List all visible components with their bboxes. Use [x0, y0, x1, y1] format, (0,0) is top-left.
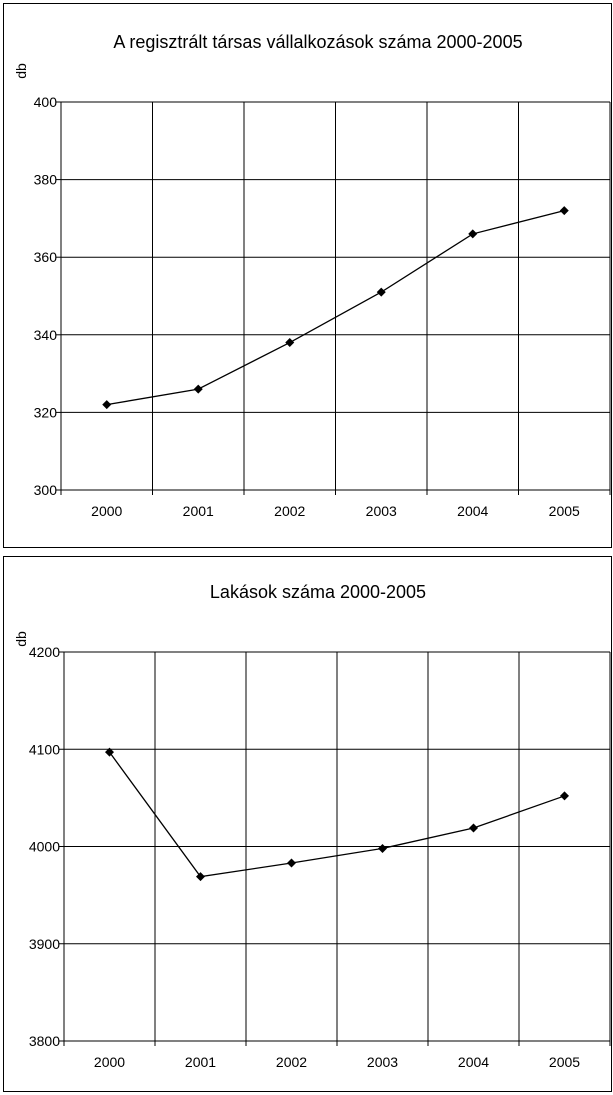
data-point-marker — [102, 400, 112, 410]
y-tick-label: 400 — [34, 94, 58, 110]
y-tick-label: 320 — [34, 404, 58, 420]
series-line — [106, 210, 565, 406]
data-point-marker — [469, 823, 478, 833]
chart-dwellings: Lakások száma 2000-2005 db 3800 3900 4000 4… — [3, 556, 612, 1092]
y-tick-label: 380 — [34, 172, 58, 188]
data-point-marker — [376, 287, 386, 297]
data-point-marker — [193, 384, 203, 394]
x-tick-label: 2000 — [91, 503, 122, 519]
x-tick-label: 2002 — [274, 503, 305, 519]
chart-title: Lakások száma 2000-2005 — [210, 582, 426, 602]
data-point-marker — [285, 338, 295, 348]
chart-companies-svg: A regisztrált társas vállalkozások száma… — [13, 32, 611, 519]
x-tick-label: 2004 — [457, 503, 488, 519]
x-tick-label: 2001 — [183, 503, 214, 519]
y-tick-label: 360 — [34, 249, 58, 265]
series-line — [108, 751, 565, 878]
data-point-marker — [468, 229, 478, 239]
x-tick-label: 2004 — [458, 1054, 489, 1070]
data-point-marker — [287, 858, 296, 868]
x-tick-label: 2005 — [549, 503, 580, 519]
y-tick-label: 340 — [34, 327, 58, 343]
y-axis-label: db — [13, 63, 29, 79]
y-tick-label: 300 — [34, 482, 58, 498]
chart-companies: A regisztrált társas vállalkozások száma… — [3, 3, 612, 548]
y-tick-label: 4100 — [29, 741, 60, 757]
y-tick-label: 3800 — [29, 1033, 60, 1049]
x-tick-label: 2001 — [185, 1054, 216, 1070]
y-tick-label: 4200 — [29, 644, 60, 660]
x-tick-label: 2000 — [94, 1054, 125, 1070]
x-tick-label: 2005 — [549, 1054, 580, 1070]
x-tick-label: 2003 — [366, 503, 397, 519]
data-point-marker — [560, 791, 569, 801]
y-tick-label: 3900 — [29, 936, 60, 952]
data-point-marker — [196, 872, 205, 882]
chart-title: A regisztrált társas vállalkozások száma… — [113, 32, 522, 52]
data-point-marker — [105, 747, 114, 757]
y-axis-label: db — [13, 631, 29, 647]
chart-dwellings-svg: Lakások száma 2000-2005 db 3800 3900 4000 4… — [13, 582, 611, 1070]
data-point-marker — [378, 843, 387, 853]
x-tick-label: 2002 — [276, 1054, 307, 1070]
data-point-marker — [559, 206, 569, 216]
x-tick-label: 2003 — [367, 1054, 398, 1070]
y-tick-label: 4000 — [29, 839, 60, 855]
